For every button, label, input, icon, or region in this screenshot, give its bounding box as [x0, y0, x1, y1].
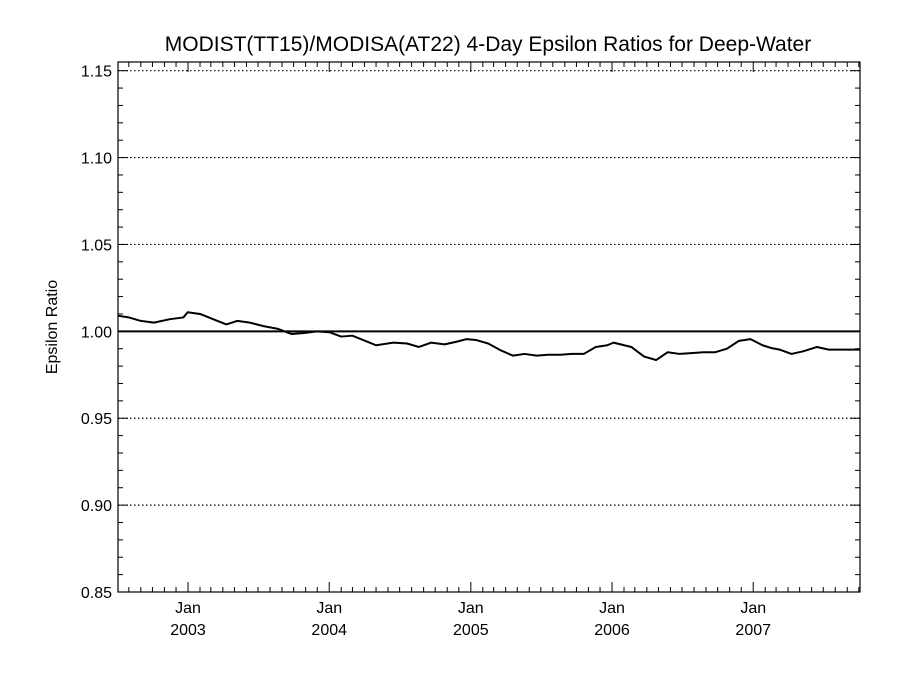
y-axis-label: Epsilon Ratio — [44, 280, 61, 374]
x-tick-month-label: Jan — [458, 600, 484, 617]
y-tick-label: 0.85 — [81, 585, 112, 602]
x-tick-month-label: Jan — [599, 600, 625, 617]
plot-frame — [117, 61, 861, 593]
x-tick-year-label: 2004 — [311, 622, 347, 639]
x-tick-year-label: 2007 — [735, 622, 771, 639]
series-line-0 — [117, 311, 860, 362]
x-tick-month-label: Jan — [175, 600, 201, 617]
plot-border — [117, 61, 861, 593]
x-tick-year-label: 2005 — [453, 622, 489, 639]
x-axis-ticks: Jan 2003 Jan 2004 Jan 2005 Jan 2006 Jan 2007 — [128, 62, 860, 639]
y-tick-label: 0.90 — [81, 498, 112, 515]
y-tick-label: 1.15 — [81, 64, 112, 81]
grid-lines — [118, 70, 860, 506]
chart-title: MODIST(TT15)/MODISA(AT22) 4-Day Epsilon … — [165, 33, 811, 56]
y-tick-label: 1.00 — [81, 324, 112, 341]
x-tick-month-label: Jan — [740, 600, 766, 617]
x-tick-year-label: 2006 — [594, 622, 630, 639]
y-tick-label: 0.95 — [81, 411, 112, 428]
x-tick-month-label: Jan — [316, 600, 342, 617]
series-lines — [117, 311, 860, 362]
x-tick-year-label: 2003 — [170, 622, 206, 639]
y-tick-label: 1.05 — [81, 237, 112, 254]
y-axis-ticks: 0.85 0.90 0.95 1.00 1.05 1.10 1.15 — [81, 64, 860, 602]
y-tick-label: 1.10 — [81, 151, 112, 168]
